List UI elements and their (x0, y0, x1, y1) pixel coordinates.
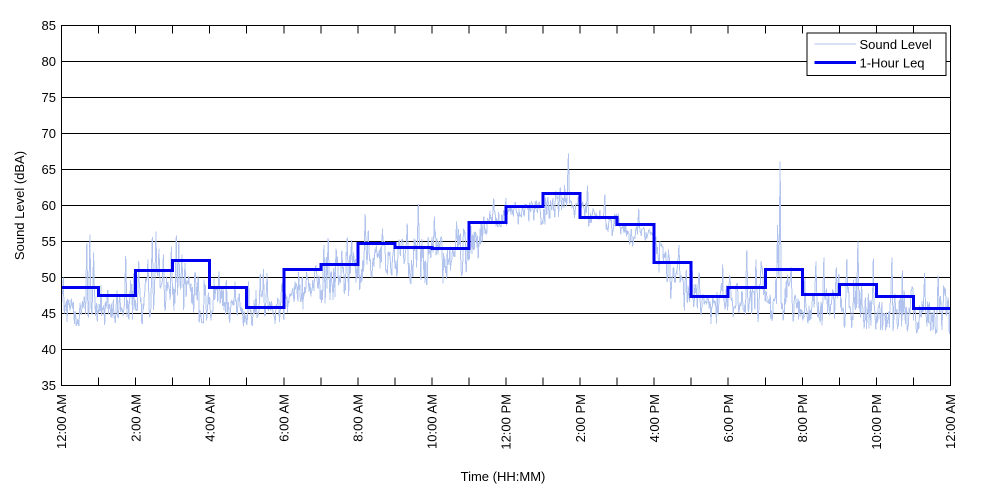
svg-text:4:00 AM: 4:00 AM (202, 394, 217, 442)
svg-text:10:00 AM: 10:00 AM (425, 394, 440, 449)
svg-text:75: 75 (42, 90, 56, 105)
svg-text:1-Hour Leq: 1-Hour Leq (860, 56, 925, 71)
svg-text:60: 60 (42, 198, 56, 213)
svg-text:12:00 AM: 12:00 AM (943, 394, 958, 449)
svg-text:4:00 PM: 4:00 PM (647, 394, 662, 442)
svg-text:10:00 PM: 10:00 PM (869, 394, 884, 450)
svg-text:45: 45 (42, 306, 56, 321)
svg-text:Sound Level: Sound Level (860, 37, 932, 52)
svg-text:6:00 AM: 6:00 AM (276, 394, 291, 442)
svg-text:85: 85 (42, 18, 56, 33)
svg-text:50: 50 (42, 270, 56, 285)
svg-text:Sound Level (dBA): Sound Level (dBA) (12, 151, 27, 260)
svg-text:70: 70 (42, 126, 56, 141)
svg-text:8:00 PM: 8:00 PM (795, 394, 810, 442)
svg-text:Time (HH:MM): Time (HH:MM) (461, 469, 546, 484)
svg-text:80: 80 (42, 54, 56, 69)
svg-text:12:00 PM: 12:00 PM (499, 394, 514, 450)
svg-text:2:00 AM: 2:00 AM (128, 394, 143, 442)
svg-text:65: 65 (42, 162, 56, 177)
svg-text:55: 55 (42, 234, 56, 249)
svg-text:2:00 PM: 2:00 PM (573, 394, 588, 442)
svg-text:35: 35 (42, 378, 56, 393)
svg-text:6:00 PM: 6:00 PM (721, 394, 736, 442)
svg-text:12:00 AM: 12:00 AM (54, 394, 69, 449)
svg-text:8:00 AM: 8:00 AM (351, 394, 366, 442)
svg-text:40: 40 (42, 342, 56, 357)
